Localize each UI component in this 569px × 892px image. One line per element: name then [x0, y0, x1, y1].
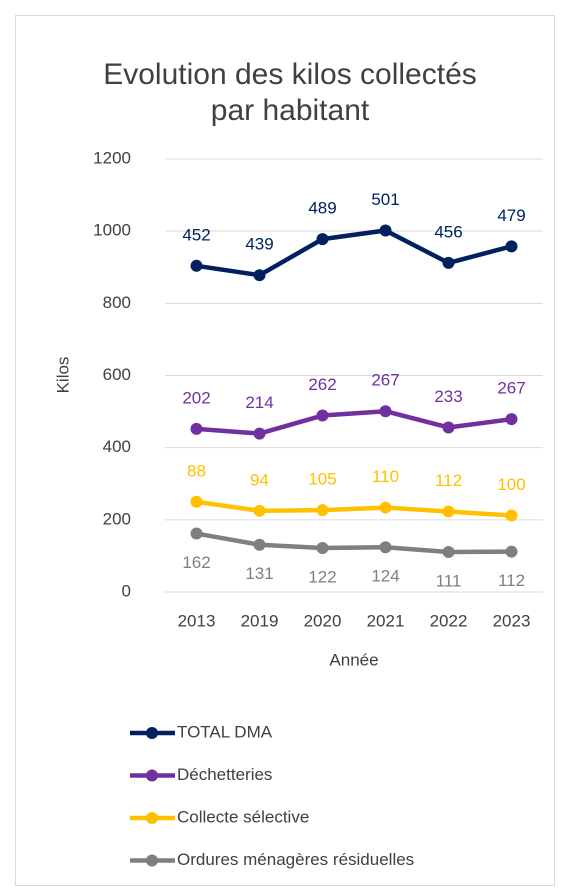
marker — [190, 422, 203, 435]
legend-marker — [146, 769, 158, 782]
data-label: 267 — [371, 371, 399, 390]
y-tick-label: 1000 — [93, 221, 131, 240]
marker — [316, 541, 329, 554]
data-label: 110 — [372, 467, 399, 486]
data-label: 202 — [182, 388, 210, 407]
marker — [505, 413, 518, 426]
data-label: 439 — [245, 235, 273, 254]
legend-label: Déchetteries — [177, 765, 272, 784]
marker — [379, 501, 392, 514]
y-tick-label: 400 — [103, 437, 131, 456]
marker — [190, 527, 203, 540]
marker — [505, 545, 518, 558]
series-line — [196, 408, 512, 436]
legend-label: Collecte sélective — [177, 807, 309, 826]
legend-marker — [146, 854, 158, 867]
x-tick-label: 2021 — [367, 611, 405, 630]
data-label: 479 — [497, 206, 525, 225]
x-tick-label: 2022 — [430, 611, 468, 630]
marker — [505, 509, 518, 522]
data-label: 267 — [497, 379, 525, 398]
legend-marker — [146, 812, 158, 824]
legend-label: TOTAL DMA — [177, 722, 273, 741]
x-axis-label: Année — [329, 650, 378, 669]
series-line — [196, 228, 513, 278]
marker — [190, 259, 203, 272]
marker — [316, 504, 329, 517]
marker — [316, 233, 329, 246]
marker — [505, 240, 518, 253]
marker — [253, 538, 266, 551]
marker — [442, 505, 455, 518]
y-tick-label: 800 — [103, 293, 131, 312]
x-tick-label: 2019 — [241, 611, 279, 630]
legend-marker — [146, 727, 158, 739]
x-tick-label: 2020 — [304, 611, 342, 630]
chart-title: Evolution des kilos collectés par habitan… — [103, 58, 477, 127]
marker — [316, 409, 329, 422]
chart-frame — [15, 15, 555, 886]
data-label: 131 — [245, 564, 273, 583]
data-label: 100 — [497, 475, 525, 494]
data-label: 94 — [250, 470, 269, 489]
marker — [379, 541, 392, 554]
data-label: 233 — [434, 387, 462, 406]
data-label: 489 — [308, 199, 336, 218]
y-tick-label: 1200 — [93, 148, 131, 167]
y-tick-label: 200 — [103, 509, 131, 528]
data-label: 456 — [434, 222, 462, 241]
marker — [442, 545, 455, 558]
marker — [379, 224, 392, 237]
data-label: 452 — [182, 225, 210, 244]
series-line — [196, 499, 512, 518]
data-label: 112 — [498, 571, 525, 590]
y-tick-label: 600 — [103, 365, 131, 384]
y-tick-label: 0 — [122, 581, 131, 600]
data-label: 501 — [371, 190, 399, 209]
data-label: 105 — [308, 470, 336, 489]
marker — [442, 256, 455, 269]
data-label: 88 — [187, 461, 206, 480]
marker — [190, 495, 203, 508]
x-tick-label: 2023 — [493, 611, 531, 630]
marker — [379, 405, 392, 418]
data-label: 162 — [182, 553, 210, 572]
marker — [253, 427, 266, 440]
data-label: 262 — [308, 375, 336, 394]
data-label: 214 — [245, 393, 273, 412]
data-label: 111 — [436, 571, 462, 590]
data-label: 112 — [435, 471, 462, 490]
marker — [253, 269, 266, 282]
legend-label: Ordures ménagères résiduelles — [177, 850, 414, 869]
series-line — [196, 531, 512, 555]
data-label: 122 — [308, 567, 336, 586]
marker — [442, 421, 455, 434]
x-tick-label: 2013 — [178, 611, 216, 630]
data-label: 124 — [371, 567, 399, 586]
y-axis-label: Kilos — [53, 357, 72, 394]
marker — [253, 504, 266, 517]
